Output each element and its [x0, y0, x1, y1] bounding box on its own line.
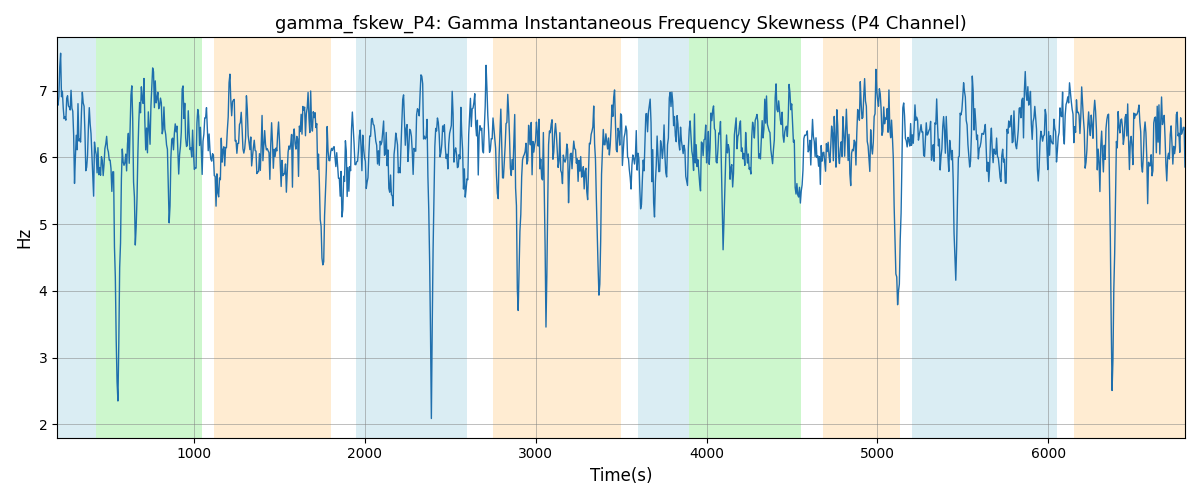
Bar — [823, 38, 900, 438]
Y-axis label: Hz: Hz — [16, 227, 34, 248]
Title: gamma_fskew_P4: Gamma Instantaneous Frequency Skewness (P4 Channel): gamma_fskew_P4: Gamma Instantaneous Freq… — [275, 15, 967, 34]
Bar — [58, 38, 96, 438]
Bar — [638, 38, 690, 438]
X-axis label: Time(s): Time(s) — [590, 467, 653, 485]
Bar — [96, 38, 203, 438]
Bar — [215, 38, 330, 438]
Bar — [690, 38, 800, 438]
Bar — [493, 38, 622, 438]
Bar — [356, 38, 467, 438]
Bar — [1074, 38, 1184, 438]
Bar — [912, 38, 1057, 438]
